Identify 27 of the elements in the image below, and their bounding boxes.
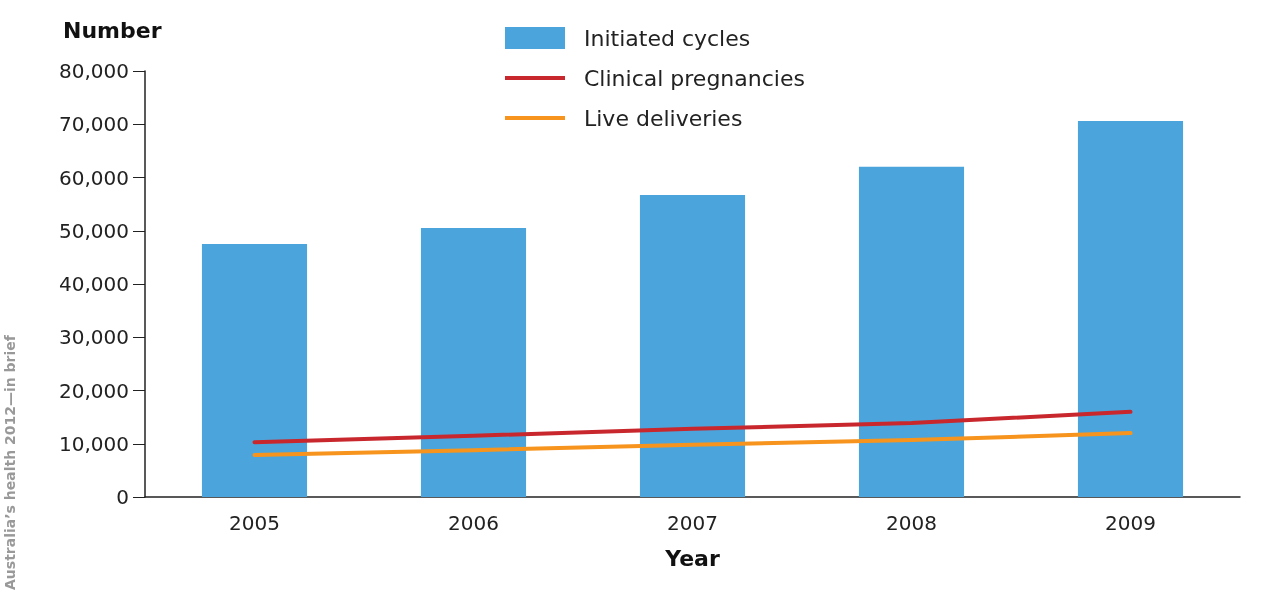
x-axis-title: Year bbox=[664, 545, 720, 571]
x-tick-label: 2006 bbox=[448, 511, 499, 535]
y-tick-label: 30,000 bbox=[59, 325, 129, 350]
y-tick-label: 0 bbox=[116, 485, 129, 509]
x-tick-label: 2007 bbox=[667, 511, 718, 535]
y-tick-label: 70,000 bbox=[59, 112, 129, 137]
legend-label: Initiated cycles bbox=[584, 25, 751, 51]
bar bbox=[858, 166, 965, 497]
y-tick-label: 80,000 bbox=[59, 59, 129, 83]
legend-label: Live deliveries bbox=[584, 105, 743, 131]
x-tick-label: 2008 bbox=[886, 511, 937, 535]
text: Australia’s health 2012—in brief bbox=[2, 335, 18, 590]
bar bbox=[1077, 121, 1184, 497]
bar bbox=[639, 195, 746, 497]
bar bbox=[201, 244, 308, 497]
y-tick-label: 10,000 bbox=[59, 431, 129, 456]
y-tick-label: 60,000 bbox=[59, 165, 129, 190]
legend-label: Clinical pregnancies bbox=[584, 65, 805, 91]
y-tick-label: 40,000 bbox=[59, 272, 129, 296]
line-series bbox=[252, 431, 1133, 457]
x-tick-label: 2005 bbox=[229, 511, 280, 535]
x-tick-label: 2009 bbox=[1105, 511, 1156, 535]
y-tick-label: 20,000 bbox=[59, 378, 129, 403]
y-tick-label: 50,000 bbox=[59, 218, 129, 243]
y-axis-title: Number bbox=[63, 17, 162, 43]
line-series bbox=[252, 409, 1133, 445]
bar bbox=[420, 228, 527, 497]
